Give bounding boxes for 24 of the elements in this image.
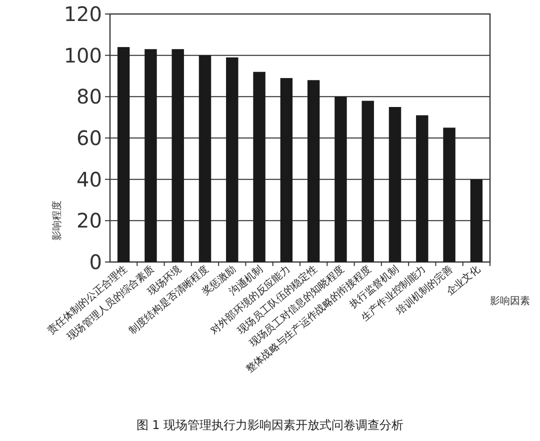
- y-tick-label: 80: [76, 84, 102, 109]
- y-tick-label: 60: [76, 126, 102, 150]
- bar: [117, 47, 130, 262]
- y-tick-label: 120: [64, 2, 102, 26]
- bar: [416, 115, 428, 262]
- y-tick-label: 0: [89, 250, 102, 274]
- bar: [362, 100, 374, 262]
- bar: [253, 72, 266, 262]
- x-axis-title: 影响因素: [490, 295, 530, 307]
- bar: [144, 49, 157, 262]
- y-tick-label: 40: [76, 167, 102, 192]
- bar: [388, 107, 402, 262]
- y-axis-title: 影响程度: [51, 200, 63, 241]
- bar: [334, 96, 347, 262]
- bar: [443, 128, 456, 262]
- y-tick-label: 20: [76, 208, 102, 233]
- bar: [172, 49, 184, 262]
- bar: [470, 179, 483, 262]
- bar: [280, 78, 293, 262]
- bar: [198, 55, 212, 262]
- bar: [307, 80, 320, 262]
- text: 图 1 现场管理执行力影响因素开放式问卷调查分析: [136, 418, 404, 432]
- bar: [226, 57, 238, 262]
- y-tick-label: 100: [64, 43, 102, 68]
